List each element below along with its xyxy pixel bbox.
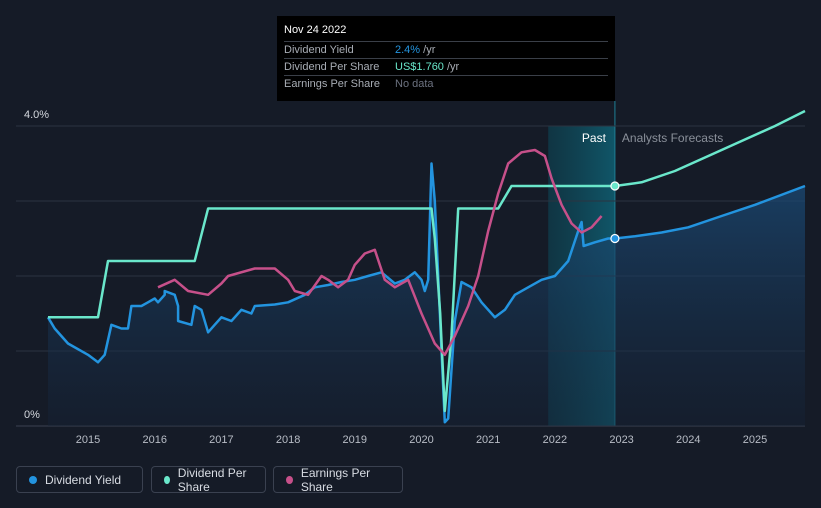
- legend-label: Dividend Per Share: [177, 465, 247, 494]
- legend-dot-icon: [164, 475, 170, 484]
- tooltip-value: US$1.760 /yr: [395, 61, 459, 73]
- dividend-yield-marker: [610, 233, 620, 244]
- dividend-yield-area: [48, 163, 805, 426]
- axis-labels: 4.0% 0% 2015 2016 2017 2018 2019 2020 2021 2022 20…: [24, 109, 767, 446]
- y-label-top: 4.0%: [24, 109, 49, 121]
- tooltip-value-text: 2.4%: [395, 44, 421, 56]
- dividend-per-share-marker: [610, 181, 620, 191]
- tooltip-unit: /yr: [443, 61, 460, 73]
- x-tick-label: 2023: [609, 434, 633, 446]
- x-tick-label: 2017: [209, 434, 233, 446]
- series-lines: [46, 109, 806, 424]
- legend-dividend-yield[interactable]: Dividend Yield: [16, 466, 143, 493]
- legend-dividend-per-share[interactable]: Dividend Per Share: [151, 465, 266, 494]
- tooltip-value: 2.4% /yr: [395, 44, 435, 56]
- legend-dot-icon: [286, 475, 293, 484]
- forecast-label: Analysts Forecasts: [622, 131, 723, 145]
- tooltip-row-dividend-yield: Dividend Yield 2.4% /yr: [284, 41, 608, 59]
- tooltip-value-text: US$1.760: [395, 61, 444, 73]
- x-tick-label: 2018: [276, 434, 300, 446]
- x-tick-label: 2019: [343, 434, 367, 446]
- legend-label: Dividend Yield: [45, 472, 122, 487]
- tooltip-label: Dividend Yield: [284, 44, 354, 56]
- x-tick-label: 2024: [676, 434, 700, 446]
- tooltip-label: Dividend Per Share: [284, 61, 380, 73]
- x-tick-label: 2015: [76, 434, 100, 446]
- earnings-per-share-line: [157, 148, 603, 357]
- tooltip-value: No data: [395, 78, 434, 90]
- legend-label: Earnings Per Share: [300, 465, 371, 494]
- tooltip-value-text: No data: [395, 78, 434, 90]
- x-tick-label: 2022: [543, 434, 567, 446]
- tooltip-unit: /yr: [420, 44, 436, 56]
- tooltip-row-dividend-per-share: Dividend Per Share US$1.760 /yr: [284, 58, 608, 76]
- legend-earnings-per-share[interactable]: Earnings Per Share: [273, 465, 403, 494]
- tooltip: Nov 24 2022 Dividend Yield 2.4% /yr Divi…: [277, 16, 615, 101]
- tooltip-date: Nov 24 2022: [284, 24, 347, 36]
- x-tick-label: 2021: [476, 434, 500, 446]
- tooltip-row-earnings-per-share: Earnings Per Share No data: [284, 75, 608, 93]
- y-label-bottom: 0%: [24, 409, 40, 421]
- tooltip-label: Earnings Per Share: [284, 78, 380, 90]
- dividend-per-share-line: [48, 109, 806, 413]
- x-tick-label: 2020: [409, 434, 433, 446]
- legend-dot-icon: [29, 475, 37, 484]
- x-tick-label: 2016: [142, 434, 166, 446]
- past-label: Past: [582, 131, 607, 145]
- x-tick-label: 2025: [743, 434, 767, 446]
- series-areas: [48, 163, 805, 426]
- current-markers: [610, 181, 620, 244]
